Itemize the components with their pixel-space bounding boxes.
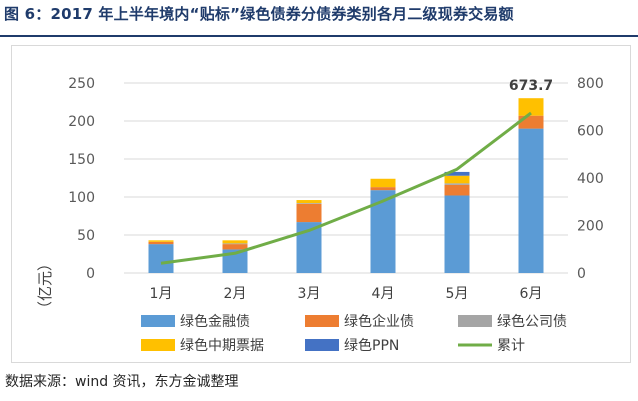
x-tick: 5月: [446, 286, 469, 302]
legend-label: 绿色公司债: [497, 313, 567, 330]
legend-label: 累计: [497, 338, 525, 354]
bar-1-5月: [444, 195, 470, 273]
bar-2-5月: [444, 184, 470, 196]
legend-label: 绿色中期票据: [180, 337, 264, 354]
title-rule: [0, 35, 638, 37]
bar-2-2月: [222, 244, 248, 250]
bar-2-4月: [370, 187, 396, 191]
y-tick-left: 50: [77, 228, 95, 244]
bar-4-3月: [296, 200, 322, 204]
legend-swatch: [305, 339, 339, 351]
bar-4-2月: [222, 240, 248, 244]
legend-label: 绿色企业债: [344, 313, 414, 330]
y-tick-right: 600: [577, 124, 604, 140]
bar-3-5月: [444, 183, 470, 185]
x-tick: 6月: [520, 286, 543, 302]
y-tick-left: 100: [68, 190, 95, 206]
legend-swatch: [305, 315, 339, 327]
x-tick: 1月: [150, 286, 173, 302]
bar-3-3月: [296, 203, 322, 204]
legend-label: 绿色PPN: [344, 337, 399, 354]
legend-swatch: [141, 339, 175, 351]
bar-4-4月: [370, 178, 396, 188]
x-tick: 4月: [372, 286, 395, 302]
bar-4-1月: [148, 240, 174, 242]
bar-4-6月: [518, 98, 544, 116]
legend-label: 绿色金融债: [180, 313, 250, 330]
bar-2-3月: [296, 203, 322, 223]
bar-2-1月: [148, 241, 174, 245]
figure-title: 图 6：2017 年上半年境内“贴标”绿色债券分债券类别各月二级现券交易额: [4, 5, 514, 23]
y-axis-label-left: （亿元）: [36, 256, 54, 316]
y-tick-left: 200: [68, 114, 95, 130]
legend-swatch: [458, 315, 492, 327]
legend-swatch: [141, 315, 175, 327]
y-tick-left: 250: [68, 76, 95, 92]
bar-1-6月: [518, 128, 544, 273]
y-tick-left: 150: [68, 152, 95, 168]
bar-1-1月: [148, 244, 174, 273]
bar-2-6月: [518, 115, 544, 129]
x-tick: 2月: [224, 286, 247, 302]
chart: 0 50 100 150 200 250 0 200 400 600 800 1月 2月 3月 4月 5月…: [36, 76, 604, 354]
bar-5-5月: [444, 171, 470, 176]
chart-frame: 0 50 100 150 200 250 0 200 400 600 800 1月 2月 3月 4月 5月…: [11, 45, 631, 363]
data-label-673-7: 673.7: [509, 78, 553, 94]
y-tick-left: 0: [86, 266, 95, 282]
bar-3-2月: [222, 243, 248, 245]
y-tick-right: 800: [577, 76, 604, 92]
bar-4-5月: [444, 175, 470, 184]
source-note: 数据来源：wind 资讯，东方金诚整理: [5, 374, 239, 390]
x-tick: 3月: [298, 286, 321, 302]
y-tick-right: 200: [577, 219, 604, 235]
cumulative-line: [160, 111, 532, 265]
y-tick-right: 400: [577, 171, 604, 187]
y-tick-right: 0: [577, 266, 586, 282]
